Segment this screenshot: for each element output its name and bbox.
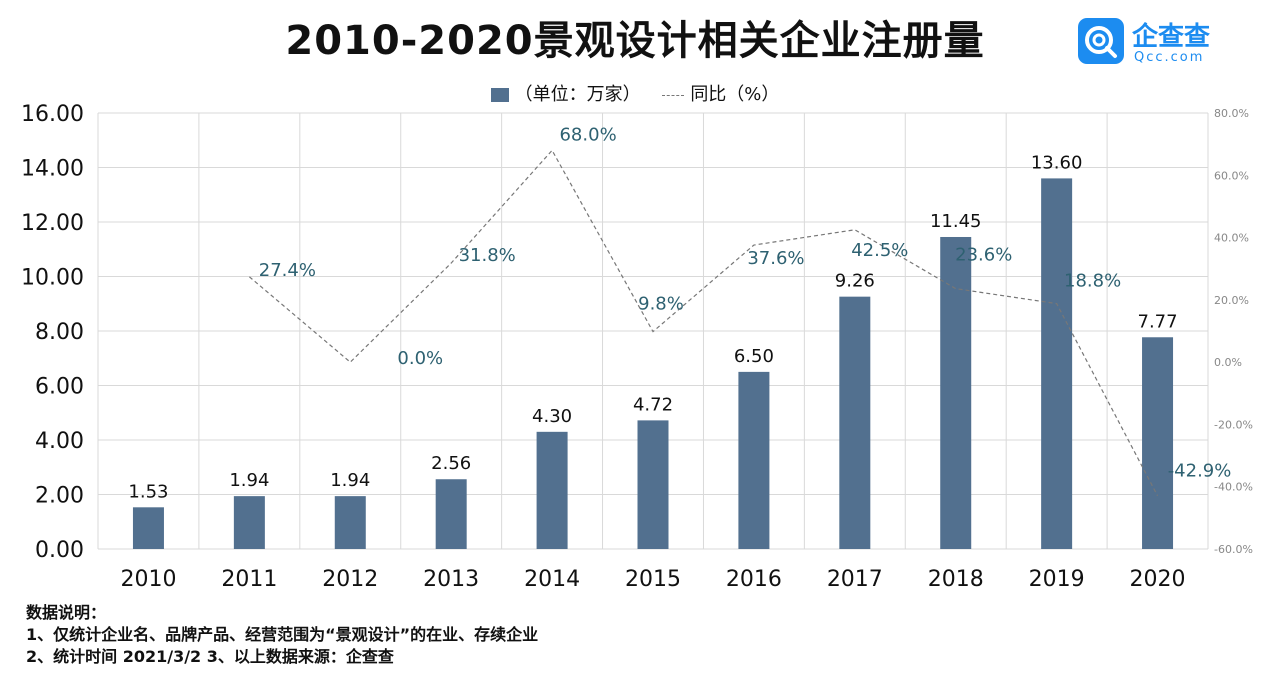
left-y-tick-label: 16.00 (21, 102, 84, 127)
bar (334, 496, 366, 549)
x-tick-label: 2017 (827, 567, 883, 592)
legend-line-label: 同比（%） (690, 84, 780, 105)
x-tick-label: 2012 (322, 567, 378, 592)
x-tick-label: 2011 (221, 567, 277, 592)
yoy-value-label: 23.6% (955, 245, 1012, 266)
bar-value-label: 4.72 (633, 394, 673, 415)
left-y-tick-label: 4.00 (35, 429, 84, 454)
left-y-tick-label: 6.00 (35, 375, 84, 400)
left-y-tick-label: 2.00 (35, 484, 84, 509)
yoy-value-label: 37.6% (747, 248, 804, 269)
legend-line-item: 同比（%） (662, 80, 779, 106)
bar (536, 431, 568, 549)
x-tick-label: 2019 (1029, 567, 1085, 592)
logo-name: 企查查 (1132, 22, 1211, 52)
left-y-tick-label: 0.00 (35, 538, 84, 563)
bar (940, 236, 972, 550)
legend-bar-swatch (490, 88, 509, 102)
legend-bar-label: （单位：万家） (514, 84, 641, 105)
notes-heading: 数据说明： (26, 603, 107, 622)
right-y-tick-label: 20.0% (1214, 294, 1249, 307)
right-y-tick-label: -20.0% (1214, 418, 1253, 431)
yoy-value-label: 9.8% (638, 294, 684, 315)
x-tick-label: 2014 (524, 567, 580, 592)
yoy-value-label: 31.8% (459, 245, 516, 266)
left-y-tick-label: 14.00 (21, 157, 84, 182)
notes-line-1: 1、仅统计企业名、品牌产品、经营范围为“景观设计”的在业、存续企业 (26, 625, 539, 644)
bar (839, 296, 871, 549)
legend-bar-item: （单位：万家） (490, 80, 641, 106)
bar (233, 496, 265, 549)
bar-value-label: 6.50 (734, 346, 774, 367)
bar (738, 371, 770, 549)
left-y-tick-label: 8.00 (35, 320, 84, 345)
chart-title: 2010-2020景观设计相关企业注册量 (285, 18, 985, 64)
yoy-value-label: 68.0% (559, 124, 616, 145)
x-tick-label: 2013 (423, 567, 479, 592)
qcc-logo-icon (1078, 18, 1124, 64)
yoy-value-label: 27.4% (259, 260, 316, 281)
data-notes: 数据说明： 1、仅统计企业名、品牌产品、经营范围为“景观设计”的在业、存续企业 … (26, 602, 538, 668)
bar-value-label: 9.26 (835, 271, 875, 292)
bar-value-label: 4.30 (532, 406, 572, 427)
bar-value-label: 11.45 (930, 211, 982, 232)
bar (132, 507, 164, 549)
legend-line-swatch (662, 94, 685, 96)
bar (435, 479, 467, 549)
x-tick-label: 2015 (625, 567, 681, 592)
bar (1041, 178, 1073, 549)
bar (1142, 337, 1174, 549)
bar-value-label: 1.53 (128, 481, 168, 502)
x-tick-label: 2018 (928, 567, 984, 592)
bar-value-label: 7.77 (1138, 311, 1178, 332)
right-y-tick-label: 80.0% (1214, 107, 1249, 120)
right-y-tick-label: 40.0% (1214, 232, 1249, 245)
x-tick-label: 2020 (1130, 567, 1186, 592)
x-tick-label: 2016 (726, 567, 782, 592)
right-y-tick-label: 60.0% (1214, 169, 1249, 182)
left-y-tick-label: 12.00 (21, 211, 84, 236)
notes-line-2: 2、统计时间 2021/3/2 3、以上数据来源：企查查 (26, 647, 394, 666)
x-tick-label: 2010 (120, 567, 176, 592)
logo-subtitle: Qcc.com (1134, 50, 1205, 65)
bar-value-label: 1.94 (330, 470, 370, 491)
right-y-tick-label: -40.0% (1214, 481, 1253, 494)
yoy-value-label: 42.5% (851, 240, 908, 261)
bar-value-label: 1.94 (229, 470, 269, 491)
left-y-tick-label: 10.00 (21, 266, 84, 291)
yoy-value-label: 18.8% (1064, 271, 1121, 292)
logo: 企查查 Qcc.com (1078, 16, 1238, 68)
bar-value-label: 2.56 (431, 453, 471, 474)
legend: （单位：万家） 同比（%） (0, 80, 1270, 106)
bar-value-label: 13.60 (1031, 152, 1083, 173)
right-y-tick-label: 0.0% (1214, 356, 1242, 369)
bar (637, 420, 669, 549)
yoy-value-label: -42.9% (1168, 461, 1232, 482)
right-y-tick-label: -60.0% (1214, 543, 1253, 556)
yoy-value-label: 0.0% (397, 348, 443, 369)
